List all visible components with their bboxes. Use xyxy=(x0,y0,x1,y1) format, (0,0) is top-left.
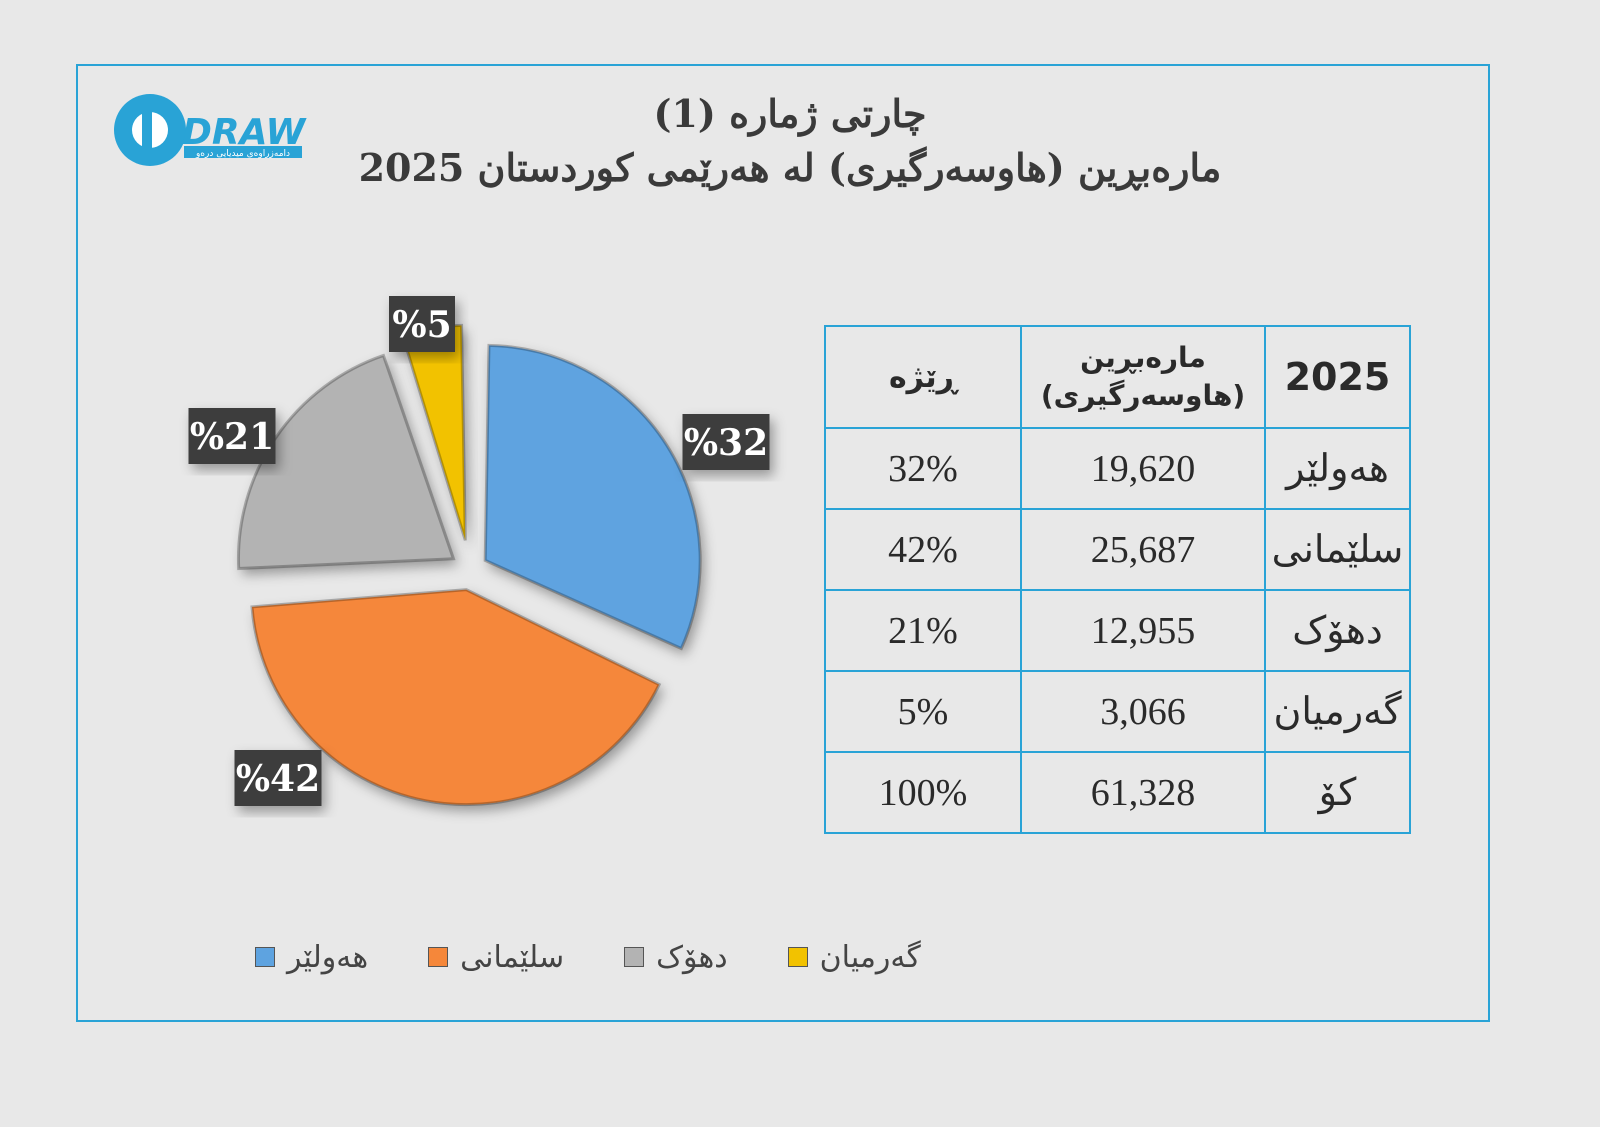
legend-swatch xyxy=(255,947,275,967)
legend-label: گەرمیان xyxy=(819,939,921,975)
legend-swatch xyxy=(428,947,449,967)
table-header-row: 2025 مارەبڕین (هاوسەرگیری) ڕێژە xyxy=(824,325,1411,429)
cell-value: 3,066 xyxy=(1020,670,1266,753)
data-label: %42 xyxy=(236,758,320,800)
legend-item: گەرمیان xyxy=(787,935,921,979)
table-row: دهۆک 12,955 21% xyxy=(824,589,1411,672)
cell-value: 25,687 xyxy=(1020,508,1266,591)
draw-logo: DRAW دامەزراوەی میدیایی درەو xyxy=(114,94,307,166)
cell-ratio: 21% xyxy=(824,589,1022,672)
header-ratio: ڕێژە xyxy=(824,325,1022,429)
cell-value: 19,620 xyxy=(1020,427,1266,510)
title-line-1: چارتی ژمارە (1) xyxy=(653,91,927,136)
title-line-2: مارەبڕین (هاوسەرگیری) لە هەرێمی کوردستان… xyxy=(358,145,1222,190)
data-label: %21 xyxy=(190,416,274,458)
data-label-box xyxy=(188,408,276,464)
legend-swatch xyxy=(624,947,645,967)
cell-region: سلێمانی xyxy=(1264,508,1411,591)
pie-slice-3 xyxy=(236,353,456,571)
cell-region: گەرمیان xyxy=(1264,670,1411,753)
legend-label: دهۆک xyxy=(656,939,728,975)
pie-chart: %32 %42 %21 %5 xyxy=(188,296,770,807)
pie-slice-2 xyxy=(250,588,662,807)
legend-item: هەولێر xyxy=(255,935,368,979)
cell-region: دهۆک xyxy=(1264,589,1411,672)
logo-tagline: دامەزراوەی میدیایی درەو xyxy=(195,149,290,159)
table-row: گەرمیان 3,066 5% xyxy=(824,670,1411,753)
pie-slice-1 xyxy=(483,343,702,651)
chart-title: چارتی ژمارە (1) مارەبڕین (هاوسەرگیری) لە… xyxy=(300,88,1280,196)
header-value-line-1: مارەبڕین xyxy=(1080,341,1206,374)
data-label: %5 xyxy=(392,304,451,346)
legend-item: سلێمانی xyxy=(428,935,564,979)
cell-ratio: 42% xyxy=(824,508,1022,591)
data-label-box xyxy=(234,750,322,806)
legend-label: سلێمانی xyxy=(460,939,565,975)
table-row: هەولێر 19,620 32% xyxy=(824,427,1411,510)
chart-legend: هەولێر سلێمانی دهۆک گەرمیان xyxy=(255,935,981,979)
chart-frame xyxy=(76,64,1490,1022)
cell-ratio: 5% xyxy=(824,670,1022,753)
cell-ratio: 100% xyxy=(824,751,1022,834)
data-table: 2025 مارەبڕین (هاوسەرگیری) ڕێژە هەولێر 1… xyxy=(824,325,1411,834)
cell-region: کۆ xyxy=(1264,751,1411,834)
header-value: مارەبڕین (هاوسەرگیری) xyxy=(1020,325,1266,429)
cell-ratio: 32% xyxy=(824,427,1022,510)
header-year: 2025 xyxy=(1264,325,1411,429)
header-value-line-2: (هاوسەرگیری) xyxy=(1040,379,1246,412)
data-label-box xyxy=(389,296,455,352)
legend-swatch xyxy=(787,947,808,967)
cell-value: 12,955 xyxy=(1020,589,1266,672)
table-row: سلێمانی 25,687 42% xyxy=(824,508,1411,591)
cell-region: هەولێر xyxy=(1264,427,1411,510)
legend-label: هەولێر xyxy=(287,939,369,975)
cell-value: 61,328 xyxy=(1020,751,1266,834)
data-label-box xyxy=(682,414,770,470)
table-row-total: کۆ 61,328 100% xyxy=(824,751,1411,834)
legend-item: دهۆک xyxy=(624,935,728,979)
data-label: %32 xyxy=(684,422,768,464)
